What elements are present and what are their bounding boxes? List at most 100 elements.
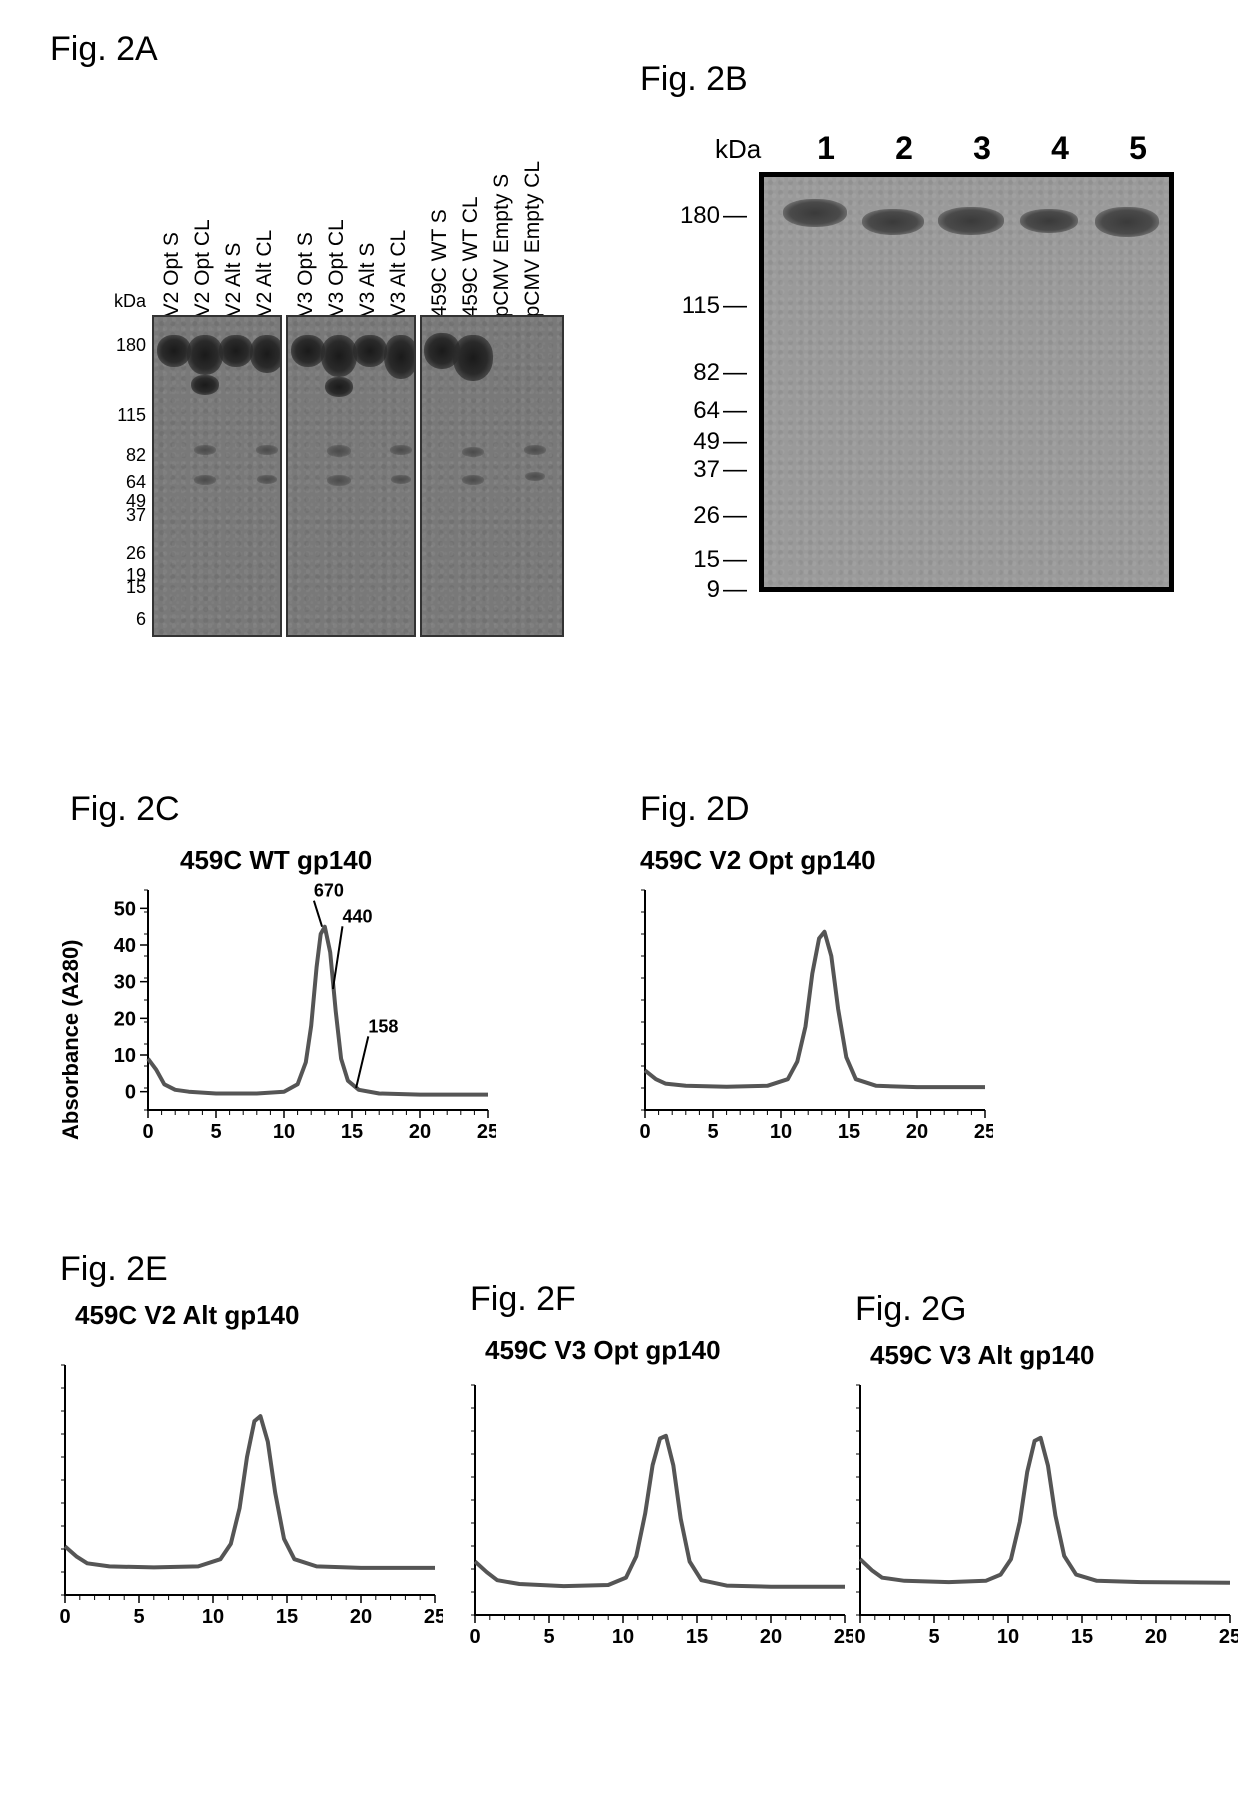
- gel-band: [257, 475, 277, 484]
- svg-text:40: 40: [114, 935, 136, 957]
- gel-band: [462, 475, 484, 485]
- mw-marker: 26: [126, 544, 146, 562]
- gel-lane-label: 5: [1099, 130, 1177, 167]
- svg-text:15: 15: [1071, 1626, 1093, 1648]
- fig2c-title: 459C WT gp140: [180, 845, 372, 876]
- gel-image: [152, 315, 282, 637]
- gel-band: [1095, 207, 1159, 237]
- mw-marker: 180: [116, 336, 146, 354]
- svg-text:15: 15: [686, 1626, 708, 1648]
- svg-text:670: 670: [314, 881, 344, 901]
- gel-lane-label: pCMV Empty S: [490, 155, 521, 317]
- svg-text:5: 5: [928, 1626, 939, 1648]
- mw-marker: 115: [117, 406, 146, 424]
- gel-band: [525, 472, 545, 481]
- mw-marker: 15: [693, 546, 747, 574]
- gel-band: [291, 335, 325, 367]
- mw-marker: 37: [126, 506, 146, 524]
- svg-text:10: 10: [770, 1121, 792, 1143]
- gel-band: [783, 199, 847, 227]
- mw-marker: 180: [680, 202, 747, 230]
- svg-text:5: 5: [707, 1121, 718, 1143]
- mw-marker: 26: [693, 502, 747, 530]
- gel-band: [327, 445, 351, 457]
- gel-band: [453, 335, 493, 381]
- mw-marker: 82: [126, 446, 146, 464]
- gel-band: [256, 445, 278, 455]
- gel-band: [391, 475, 411, 484]
- fig2f-chart: 0510152025: [455, 1375, 853, 1649]
- svg-text:0: 0: [854, 1626, 865, 1648]
- svg-text:25: 25: [424, 1606, 443, 1628]
- svg-text:25: 25: [1219, 1626, 1238, 1648]
- gel-lane-label: 2: [865, 130, 943, 167]
- svg-text:0: 0: [125, 1082, 136, 1104]
- fig2a-label: Fig. 2A: [50, 30, 158, 69]
- fig2b-label: Fig. 2B: [640, 60, 748, 99]
- fig2c-ylabel: Absorbance (A280): [58, 939, 84, 1140]
- gel-lane-label: 4: [1021, 130, 1099, 167]
- gel-lane-label: pCMV Empty CL: [521, 155, 552, 317]
- fig2d-label: Fig. 2D: [640, 790, 750, 829]
- mw-marker: 64: [126, 473, 146, 491]
- gel-band: [462, 447, 484, 457]
- kda-label: kDa: [114, 292, 146, 310]
- gel-band: [325, 377, 353, 397]
- svg-text:5: 5: [543, 1626, 554, 1648]
- fig2g-chart: 0 5 10 15 20 25: [840, 1375, 1238, 1649]
- svg-text:10: 10: [273, 1121, 295, 1143]
- gel-lane-label: V2 Opt CL: [191, 155, 222, 317]
- gel-band: [194, 445, 216, 455]
- svg-text:5: 5: [133, 1606, 144, 1628]
- svg-text:10: 10: [114, 1045, 136, 1067]
- gel-image: [420, 315, 564, 637]
- gel-band: [862, 209, 924, 235]
- svg-text:20: 20: [409, 1121, 431, 1143]
- svg-text:5: 5: [210, 1121, 221, 1143]
- gel-band: [187, 335, 223, 375]
- svg-text:0: 0: [469, 1626, 480, 1648]
- gel-band: [524, 445, 546, 455]
- fig2b-gel: [759, 172, 1174, 592]
- svg-text:0: 0: [142, 1121, 153, 1143]
- fig2f-title: 459C V3 Opt gp140: [485, 1335, 721, 1366]
- fig2b-lane-labels: 12345: [787, 130, 1177, 167]
- gel-band: [1020, 209, 1078, 233]
- svg-text:50: 50: [114, 898, 136, 920]
- kda-label: kDa: [715, 134, 761, 165]
- gel-lane-label: 1: [787, 130, 865, 167]
- gel-band: [327, 475, 351, 486]
- fig2g-title: 459C V3 Alt gp140: [870, 1340, 1094, 1371]
- fig2f-label: Fig. 2F: [470, 1280, 576, 1319]
- gel-band: [384, 335, 417, 379]
- mw-marker: 49: [693, 428, 747, 456]
- svg-text:10: 10: [612, 1626, 634, 1648]
- fig2e-chart: 0510152025: [45, 1355, 443, 1629]
- gel-band: [938, 207, 1004, 235]
- svg-text:20: 20: [114, 1008, 136, 1030]
- svg-text:15: 15: [341, 1121, 363, 1143]
- gel-band: [321, 335, 357, 377]
- mw-marker: 6: [136, 610, 146, 628]
- svg-text:10: 10: [997, 1626, 1019, 1648]
- mw-marker: 37: [693, 456, 747, 484]
- gel-band: [250, 335, 283, 373]
- gel-lane-label: V3 Opt CL: [325, 155, 356, 317]
- gel-image: [286, 315, 416, 637]
- gel-band: [219, 335, 253, 367]
- fig2d-chart: 0510152025: [625, 880, 993, 1144]
- svg-text:25: 25: [477, 1121, 496, 1143]
- gel-band: [191, 375, 219, 395]
- gel-lane-label: V2 Opt S: [160, 155, 191, 317]
- svg-text:0: 0: [59, 1606, 70, 1628]
- mw-marker: 115: [682, 292, 747, 320]
- fig2c-chart: 051015202501020304050670440158: [100, 880, 496, 1144]
- svg-text:158: 158: [368, 1016, 398, 1036]
- fig2d-title: 459C V2 Opt gp140: [640, 845, 876, 876]
- gel-lane-label: 3: [943, 130, 1021, 167]
- gel-band: [194, 475, 216, 485]
- gel-lane-label: V3 Alt CL: [387, 155, 418, 317]
- mw-marker: 82: [693, 359, 747, 387]
- svg-text:15: 15: [276, 1606, 298, 1628]
- svg-text:20: 20: [1145, 1626, 1167, 1648]
